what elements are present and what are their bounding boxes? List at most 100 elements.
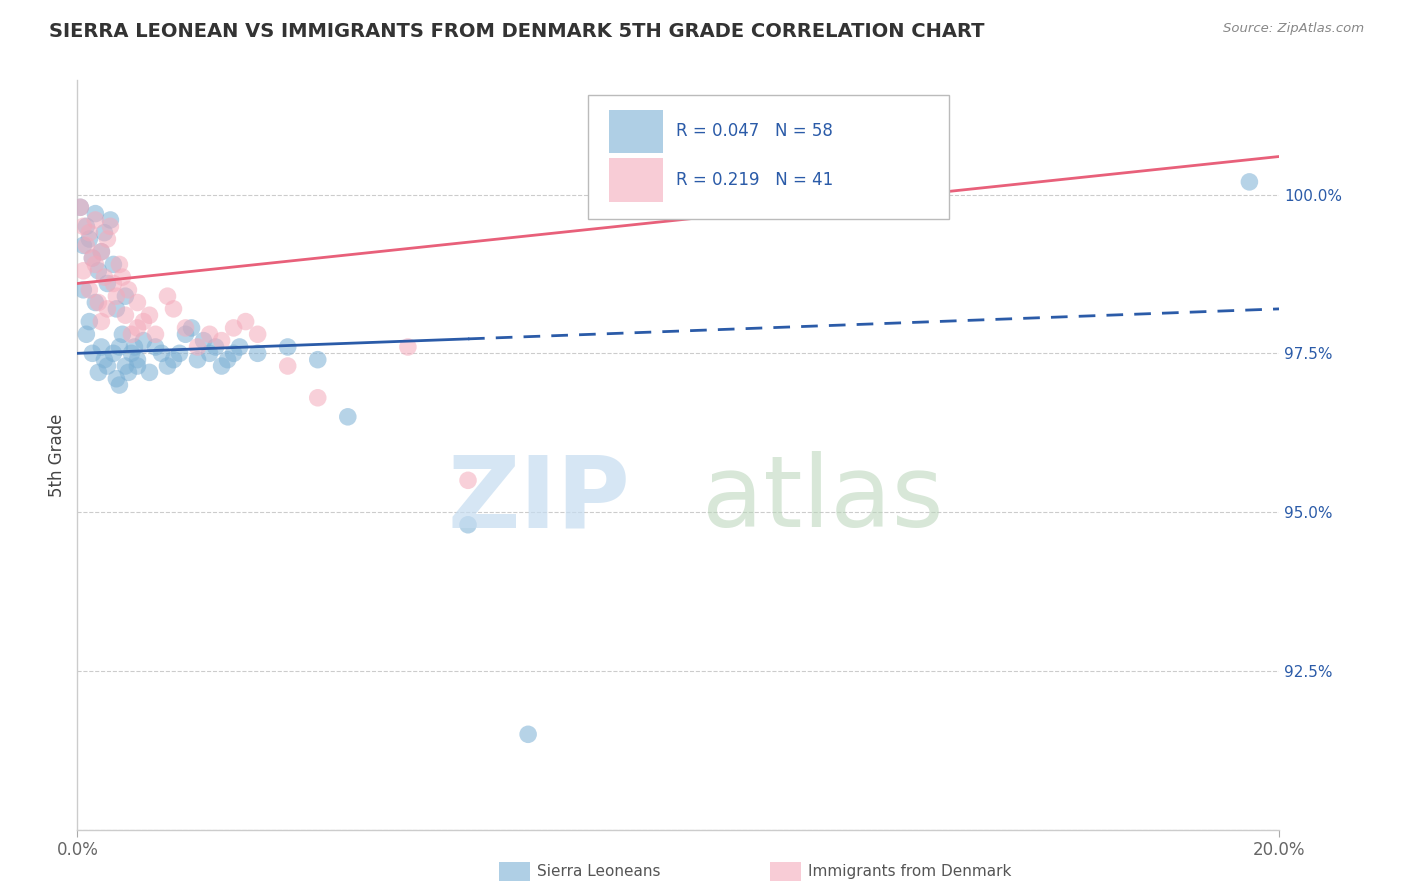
Point xyxy=(138,308,160,322)
Point xyxy=(396,340,419,354)
Point xyxy=(84,295,107,310)
Point xyxy=(79,226,101,240)
Point xyxy=(79,283,101,297)
Text: R = 0.219   N = 41: R = 0.219 N = 41 xyxy=(676,171,834,189)
Point xyxy=(198,327,221,342)
Point xyxy=(108,257,131,271)
Point xyxy=(72,219,94,234)
Point xyxy=(246,346,269,360)
Point xyxy=(138,365,160,379)
Point xyxy=(145,340,167,354)
Point xyxy=(211,359,233,373)
Point xyxy=(186,352,209,367)
Point xyxy=(90,340,112,354)
Point xyxy=(246,327,269,342)
Point xyxy=(108,340,131,354)
Point xyxy=(69,200,91,214)
Point xyxy=(72,264,94,278)
Point xyxy=(162,301,184,316)
Point xyxy=(145,327,167,342)
Text: Source: ZipAtlas.com: Source: ZipAtlas.com xyxy=(1223,22,1364,36)
Point xyxy=(211,334,233,348)
Point xyxy=(277,359,299,373)
Point xyxy=(103,346,125,360)
Point xyxy=(96,277,118,291)
Point xyxy=(84,213,107,227)
Point xyxy=(127,359,149,373)
Point xyxy=(114,308,136,322)
Point xyxy=(307,352,329,367)
Bar xyxy=(609,158,662,202)
Point xyxy=(105,372,128,386)
Point xyxy=(75,327,97,342)
Point xyxy=(69,200,91,214)
Point xyxy=(120,346,142,360)
Text: atlas: atlas xyxy=(702,451,943,549)
Point xyxy=(156,289,179,303)
Point xyxy=(114,289,136,303)
Point xyxy=(111,270,134,285)
Point xyxy=(127,352,149,367)
Point xyxy=(93,270,115,285)
Point xyxy=(90,315,112,329)
Point xyxy=(90,244,112,259)
Point xyxy=(222,321,245,335)
Point xyxy=(72,238,94,252)
Point xyxy=(96,301,118,316)
Text: R = 0.047   N = 58: R = 0.047 N = 58 xyxy=(676,122,832,140)
Point xyxy=(105,301,128,316)
Point xyxy=(1239,175,1261,189)
Point xyxy=(103,277,125,291)
Point xyxy=(114,359,136,373)
Point xyxy=(235,315,257,329)
Point xyxy=(93,226,115,240)
Point xyxy=(100,213,122,227)
Point xyxy=(457,473,479,487)
Point xyxy=(72,283,94,297)
Point xyxy=(108,378,131,392)
Point xyxy=(204,340,226,354)
Point xyxy=(336,409,359,424)
Point xyxy=(96,359,118,373)
Point xyxy=(79,232,101,246)
Text: Immigrants from Denmark: Immigrants from Denmark xyxy=(808,864,1012,879)
Point xyxy=(124,340,146,354)
Point xyxy=(75,238,97,252)
Point xyxy=(193,334,215,348)
Point xyxy=(174,327,197,342)
Text: SIERRA LEONEAN VS IMMIGRANTS FROM DENMARK 5TH GRADE CORRELATION CHART: SIERRA LEONEAN VS IMMIGRANTS FROM DENMAR… xyxy=(49,22,984,41)
Point xyxy=(228,340,250,354)
Point xyxy=(75,219,97,234)
Point xyxy=(457,517,479,532)
Point xyxy=(93,352,115,367)
Point xyxy=(198,346,221,360)
Point xyxy=(132,334,155,348)
Point xyxy=(84,206,107,220)
Text: Sierra Leoneans: Sierra Leoneans xyxy=(537,864,661,879)
Point xyxy=(307,391,329,405)
Point xyxy=(79,315,101,329)
Point xyxy=(105,289,128,303)
Point xyxy=(186,340,209,354)
Point xyxy=(127,321,149,335)
Point xyxy=(277,340,299,354)
Point xyxy=(180,321,202,335)
Point xyxy=(111,327,134,342)
Point xyxy=(87,295,110,310)
Point xyxy=(87,264,110,278)
Point xyxy=(103,257,125,271)
Point xyxy=(117,283,139,297)
Point xyxy=(96,232,118,246)
Point xyxy=(82,346,104,360)
Bar xyxy=(609,110,662,153)
Point xyxy=(100,219,122,234)
Point xyxy=(174,321,197,335)
Point xyxy=(82,251,104,265)
Point xyxy=(162,352,184,367)
Point xyxy=(156,359,179,373)
Point xyxy=(150,346,173,360)
Point xyxy=(87,365,110,379)
FancyBboxPatch shape xyxy=(588,95,949,219)
Point xyxy=(127,295,149,310)
Y-axis label: 5th Grade: 5th Grade xyxy=(48,413,66,497)
